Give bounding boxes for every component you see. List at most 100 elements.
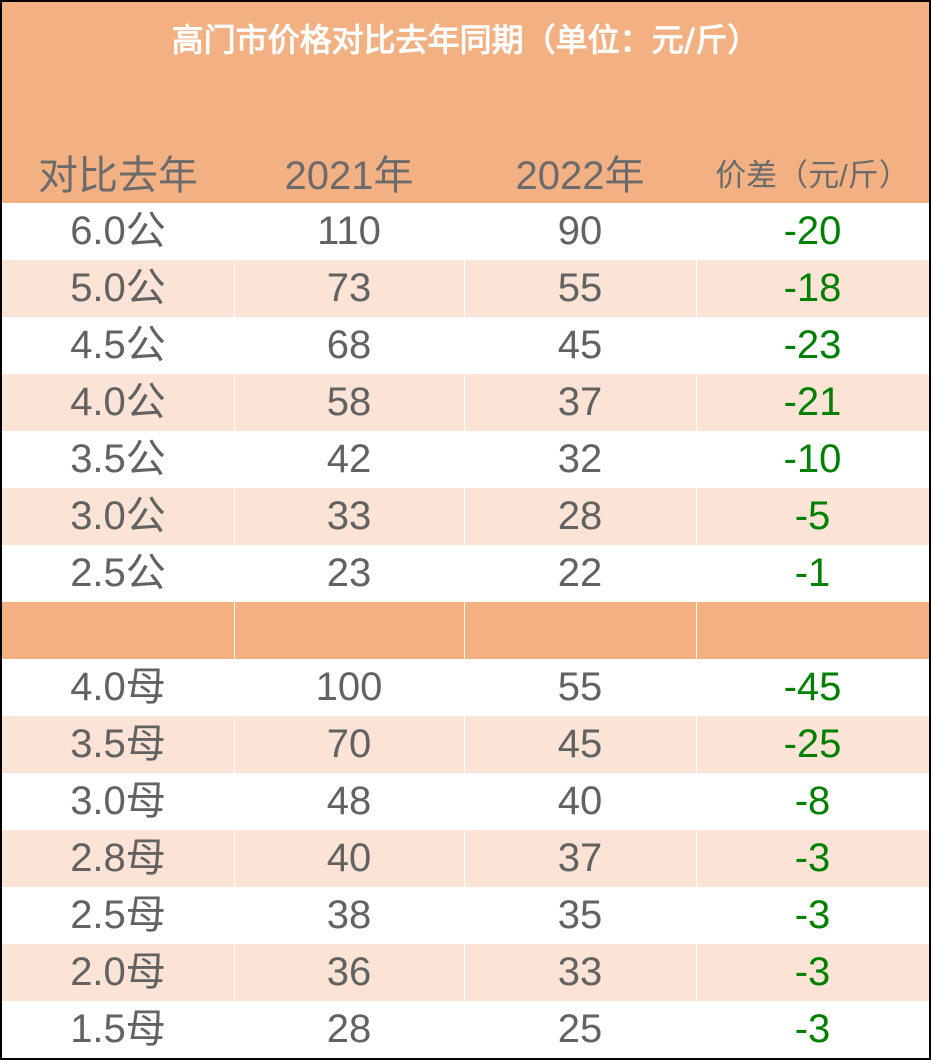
table-row: 2.5公 23 22 -1 bbox=[2, 545, 929, 602]
column-divider bbox=[696, 260, 697, 317]
table-cell-category: 3.0公 bbox=[70, 494, 166, 538]
table-cell-2022: 37 bbox=[557, 836, 603, 880]
column-divider bbox=[464, 374, 465, 431]
table-cell-price-diff: -21 bbox=[783, 380, 842, 424]
table-cell-price-diff: -10 bbox=[783, 437, 842, 481]
table-cell-price-diff: -20 bbox=[783, 209, 842, 253]
column-divider bbox=[696, 659, 697, 716]
table-cell-price-diff: -1 bbox=[794, 551, 831, 595]
table-cell-2022: 55 bbox=[557, 665, 603, 709]
column-divider bbox=[696, 602, 697, 659]
table-cell-category: 2.5母 bbox=[70, 893, 166, 937]
column-divider bbox=[696, 887, 697, 944]
table-cell-category: 1.5母 bbox=[70, 1007, 166, 1051]
table-cell-category: 3.5公 bbox=[70, 437, 166, 481]
table-cell-price-diff: -3 bbox=[794, 893, 831, 937]
table-cell-2021: 23 bbox=[326, 551, 372, 595]
table-cell-category: 3.5母 bbox=[70, 722, 166, 766]
column-divider bbox=[696, 203, 697, 260]
table-row: 6.0公 110 90 -20 bbox=[2, 203, 929, 260]
table-row: 4.0公 58 37 -21 bbox=[2, 374, 929, 431]
table-cell-price-diff: -18 bbox=[783, 266, 842, 310]
header-category: 对比去年 bbox=[38, 154, 198, 198]
table-cell-2022: 55 bbox=[557, 266, 603, 310]
table-cell-2022: 33 bbox=[557, 950, 603, 994]
column-divider bbox=[696, 944, 697, 1001]
column-divider bbox=[234, 545, 235, 602]
table-row: 3.0母 48 40 -8 bbox=[2, 773, 929, 830]
table-cell-2022: 32 bbox=[557, 437, 603, 481]
table-cell-price-diff: -8 bbox=[794, 779, 831, 823]
column-divider bbox=[234, 887, 235, 944]
column-divider bbox=[464, 260, 465, 317]
table-cell-2022: 90 bbox=[557, 209, 603, 253]
table-cell-2022: 45 bbox=[557, 722, 603, 766]
header-2022: 2022年 bbox=[515, 154, 645, 198]
column-divider bbox=[696, 830, 697, 887]
column-divider bbox=[234, 488, 235, 545]
table-row: 2.0母 36 33 -3 bbox=[2, 944, 929, 1001]
table-cell-2022: 37 bbox=[557, 380, 603, 424]
column-divider bbox=[464, 773, 465, 830]
table-cell-2021: 110 bbox=[317, 209, 381, 253]
column-divider bbox=[696, 545, 697, 602]
table-cell-category: 3.0母 bbox=[70, 779, 166, 823]
column-divider bbox=[464, 488, 465, 545]
table-cell-price-diff: -25 bbox=[783, 722, 842, 766]
column-divider bbox=[696, 431, 697, 488]
column-divider bbox=[696, 488, 697, 545]
table-row: 2.8母 40 37 -3 bbox=[2, 830, 929, 887]
column-divider bbox=[234, 830, 235, 887]
table-cell-price-diff: -23 bbox=[783, 323, 842, 367]
column-divider bbox=[464, 602, 465, 659]
table-row: 3.5母 70 45 -25 bbox=[2, 716, 929, 773]
table-cell-2021: 36 bbox=[326, 950, 372, 994]
column-divider bbox=[234, 203, 235, 260]
column-divider bbox=[234, 374, 235, 431]
table-cell-2021: 100 bbox=[315, 665, 383, 709]
table-cell-2021: 73 bbox=[326, 266, 372, 310]
table-cell-2021: 68 bbox=[326, 323, 372, 367]
table-cell-2022: 40 bbox=[557, 779, 603, 823]
column-divider bbox=[464, 317, 465, 374]
table-row: 3.0公 33 28 -5 bbox=[2, 488, 929, 545]
column-divider bbox=[234, 1001, 235, 1058]
table-cell-2021: 40 bbox=[326, 836, 372, 880]
column-divider bbox=[464, 659, 465, 716]
column-divider bbox=[464, 830, 465, 887]
table-cell-price-diff: -5 bbox=[794, 494, 831, 538]
table-header: 高门市价格对比去年同期（单位：元/斤） 对比去年 2021年 2022年 价差（… bbox=[2, 2, 929, 203]
table-cell-price-diff: -45 bbox=[783, 665, 842, 709]
table-cell-price-diff: -3 bbox=[794, 836, 831, 880]
column-divider bbox=[464, 203, 465, 260]
table-cell-category: 2.8母 bbox=[70, 836, 166, 880]
header-2021: 2021年 bbox=[284, 154, 414, 198]
column-divider bbox=[234, 773, 235, 830]
column-divider bbox=[464, 887, 465, 944]
column-divider bbox=[234, 659, 235, 716]
column-divider bbox=[464, 431, 465, 488]
table-row: 1.5母 28 25 -3 bbox=[2, 1001, 929, 1058]
table-cell-2021: 70 bbox=[326, 722, 372, 766]
table-cell-2022: 22 bbox=[557, 551, 603, 595]
column-divider bbox=[696, 374, 697, 431]
column-divider bbox=[464, 545, 465, 602]
column-divider bbox=[696, 1001, 697, 1058]
table-row: 5.0公 73 55 -18 bbox=[2, 260, 929, 317]
table-cell-category: 4.0母 bbox=[70, 665, 166, 709]
table-row: 4.5公 68 45 -23 bbox=[2, 317, 929, 374]
table-cell-2022: 28 bbox=[557, 494, 603, 538]
column-divider bbox=[464, 1001, 465, 1058]
table-title: 高门市价格对比去年同期（单位：元/斤） bbox=[171, 21, 760, 59]
column-divider bbox=[234, 317, 235, 374]
table-cell-category: 2.0母 bbox=[70, 950, 166, 994]
table-cell-price-diff: -3 bbox=[794, 950, 831, 994]
column-divider bbox=[464, 944, 465, 1001]
header-price-diff: 价差（元/斤） bbox=[715, 158, 910, 193]
table-cell-2022: 25 bbox=[557, 1007, 603, 1051]
table-cell-category: 4.5公 bbox=[70, 323, 166, 367]
table-cell-2021: 48 bbox=[326, 779, 372, 823]
table-cell-price-diff: -3 bbox=[794, 1007, 831, 1051]
column-divider bbox=[234, 260, 235, 317]
